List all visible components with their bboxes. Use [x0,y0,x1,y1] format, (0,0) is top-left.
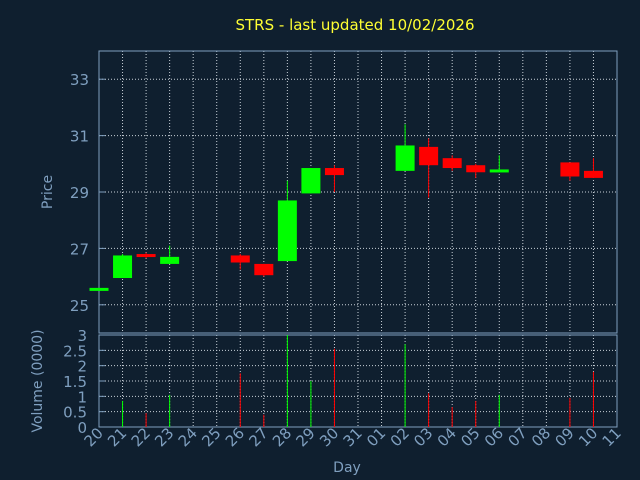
volume-tick-label: 1.5 [63,373,87,391]
price-tick-label: 33 [70,71,89,89]
price-axis-label: Price [40,175,56,209]
candle-body [395,145,415,171]
price-tick-label: 31 [70,128,89,146]
price-tick-label: 25 [70,297,89,315]
chart-title: STRS - last updated 10/02/2026 [236,16,475,34]
price-plot-frame [98,50,618,334]
candle-body [560,162,580,177]
volume-plot-frame [98,334,618,428]
day-tick-label: 01 [363,424,389,450]
candle-body [136,254,156,258]
volume-tick-label: 2.5 [63,342,87,360]
day-tick-label: 26 [222,424,248,450]
day-tick-label: 27 [245,424,271,450]
candle-body [89,287,109,291]
day-tick-label: 21 [104,424,130,450]
volume-tick-label: 3 [77,327,87,345]
volume-tick-label: 0 [77,419,87,437]
volume-tick-label: 0.5 [63,404,87,422]
candle-body [466,165,486,173]
day-tick-label: 22 [128,424,154,450]
day-tick-label: 24 [175,424,201,450]
day-tick-label: 03 [410,424,436,450]
candle-body [160,256,180,264]
volume-tick-label: 1 [77,388,87,406]
price-tick-label: 29 [70,184,89,202]
candle-body [301,168,321,194]
candle-body [254,263,274,276]
volume-tick-label: 2 [77,358,87,376]
volume-axis-label: Volume (0000) [30,329,46,432]
day-tick-label: 30 [316,424,342,450]
day-tick-label: 28 [269,424,295,450]
price-tick-label: 27 [70,240,89,258]
day-tick-label: 09 [552,424,578,450]
day-tick-label: 08 [528,424,554,450]
day-tick-label: 23 [151,424,177,450]
day-tick-label: 05 [457,424,483,450]
candle-body [324,168,344,176]
candle-body [113,255,133,279]
volume-panel: 00.511.522.53202122232425262728293031010… [63,327,625,450]
day-tick-label: 07 [504,424,530,450]
candle-body [583,170,603,178]
day-tick-label: 10 [575,424,601,450]
day-tick-label: 11 [599,424,625,450]
candle-body [277,200,297,262]
day-tick-label: 04 [434,424,460,450]
day-axis-label: Day [333,460,361,476]
candle-body [419,146,439,166]
day-tick-label: 31 [340,424,366,450]
day-tick-label: 06 [481,424,507,450]
day-tick-label: 02 [387,424,413,450]
candle-body [489,169,509,173]
candle-body [442,158,462,169]
candle-body [230,255,250,263]
price-panel: 25 27 29 31 33 [70,50,618,334]
day-tick-label: 25 [198,424,224,450]
day-tick-label: 29 [293,424,319,450]
